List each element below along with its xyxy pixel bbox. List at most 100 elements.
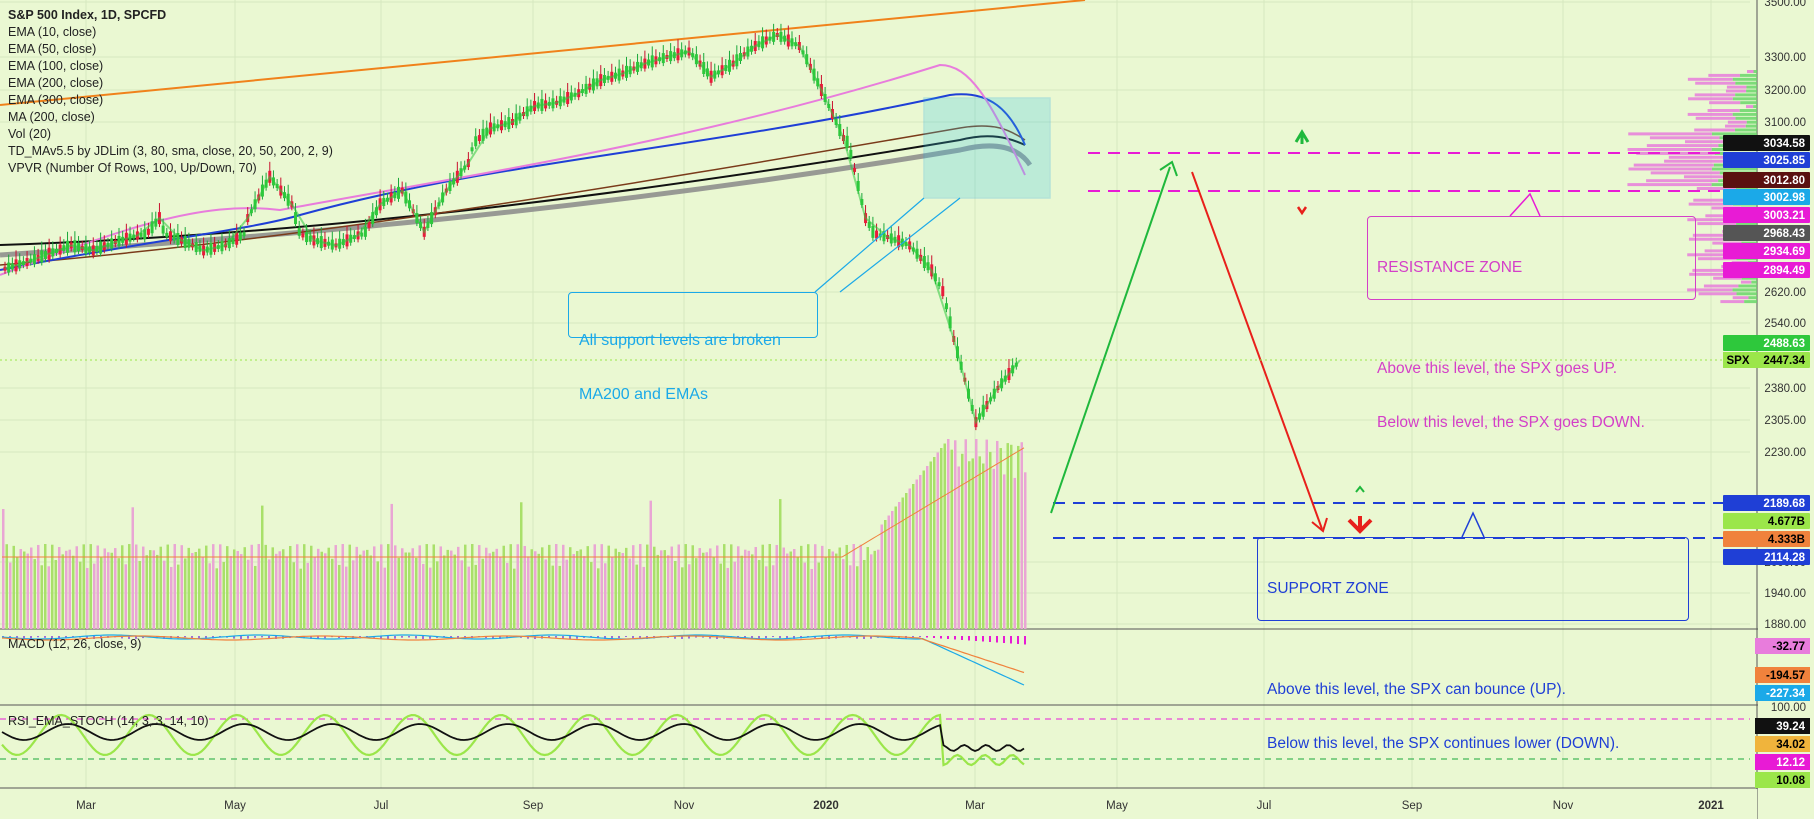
volume-bar xyxy=(558,565,561,629)
vpvr-bar-down xyxy=(1668,155,1727,159)
candle-body xyxy=(856,180,860,191)
vpvr-bar-down xyxy=(1627,183,1712,187)
price-label-text: 3002.98 xyxy=(1763,192,1805,204)
legend-ema100[interactable]: EMA (100, close) xyxy=(8,59,104,73)
candle-body xyxy=(297,227,301,236)
candle-body xyxy=(374,207,378,216)
candle-body xyxy=(294,212,298,225)
vpvr-bar-down xyxy=(1745,105,1754,109)
legend-vpvr[interactable]: VPVR (Number Of Rows, 100, Up/Down, 70) xyxy=(8,161,257,175)
price-label-box xyxy=(1723,152,1810,168)
volume-bar xyxy=(961,453,964,629)
volume-bar xyxy=(971,458,974,629)
volume-bar xyxy=(369,555,372,629)
volume-bar xyxy=(698,548,701,629)
volume-bar xyxy=(40,565,43,629)
volume-bar xyxy=(208,563,211,629)
support-broken-note[interactable]: All support levels are broken MA200 and … xyxy=(568,292,818,403)
volume-bar xyxy=(590,561,593,629)
support-zone-note[interactable]: SUPPORT ZONE Above this level, the SPX c… xyxy=(1257,537,1689,752)
volume-bar xyxy=(772,565,775,629)
vpvr-bar-up xyxy=(1735,81,1757,85)
volume-bar xyxy=(481,558,484,629)
volume-bar xyxy=(863,560,866,629)
candle-body xyxy=(933,273,937,282)
volume-bar xyxy=(135,544,138,629)
volume-bar xyxy=(201,557,204,629)
legend-vol[interactable]: Vol (20) xyxy=(8,127,52,141)
candle-body xyxy=(242,232,246,237)
volume-bar xyxy=(814,544,817,629)
macd-histogram-bar xyxy=(135,636,137,639)
volume-bar xyxy=(639,544,642,629)
vpvr-bar-down xyxy=(1646,144,1719,148)
volume-bar xyxy=(555,544,558,629)
time-tick-label: Sep xyxy=(1402,800,1422,812)
legend-ema10[interactable]: EMA (10, close) xyxy=(8,25,97,39)
callout-line xyxy=(814,197,925,293)
volume-bar xyxy=(989,451,992,629)
volume-bar xyxy=(786,553,789,629)
volume-bar xyxy=(82,544,85,629)
volume-bar xyxy=(593,544,596,629)
volume-bar xyxy=(107,552,110,629)
volume-bar xyxy=(523,545,526,629)
volume-bar xyxy=(999,448,1002,629)
legend-ma200[interactable]: MA (200, close) xyxy=(8,110,95,124)
volume-bar xyxy=(464,544,467,629)
volume-bar xyxy=(870,554,873,629)
volume-bar xyxy=(821,545,824,629)
legend-ema50[interactable]: EMA (50, close) xyxy=(8,42,97,56)
volume-bar xyxy=(849,565,852,629)
volume-bar xyxy=(306,562,309,629)
rsi-label[interactable]: RSI_EMA_STOCH (14, 3, 3, 14, 10) xyxy=(8,714,209,728)
volume-bar xyxy=(618,551,621,629)
vpvr-bar-down xyxy=(1687,77,1733,81)
resistance-zone-note[interactable]: RESISTANCE ZONE Above this level, the SP… xyxy=(1367,216,1696,431)
macd-histogram-bar xyxy=(205,636,207,639)
volume-bar xyxy=(61,554,64,629)
volume-bar xyxy=(362,550,365,629)
volume-bar xyxy=(492,551,495,629)
volume-bar xyxy=(663,550,666,629)
volume-bar xyxy=(222,561,225,629)
volume-bar xyxy=(954,440,957,629)
macd-histogram-bar xyxy=(9,636,11,639)
legend-td-ma[interactable]: TD_MAv5.5 by JDLim (3, 80, sma, close, 2… xyxy=(8,144,333,158)
legend-ema200[interactable]: EMA (200, close) xyxy=(8,76,104,90)
legend-ema300[interactable]: EMA (300, close) xyxy=(8,93,104,107)
volume-bar xyxy=(583,556,586,629)
volume-bar xyxy=(58,547,61,629)
volume-bar xyxy=(565,559,568,629)
volume-bar xyxy=(352,560,355,629)
price-label-text: 2894.49 xyxy=(1763,265,1805,277)
volume-bar xyxy=(541,547,544,629)
price-label-text: 3012.80 xyxy=(1763,175,1805,187)
macd-histogram-bar xyxy=(898,636,900,639)
macd-histogram-bar xyxy=(681,636,683,639)
vpvr-bar-down xyxy=(1708,73,1740,77)
volume-bar xyxy=(940,448,943,629)
volume-bar xyxy=(968,461,971,629)
macd-histogram-bar xyxy=(569,636,571,639)
volume-bar xyxy=(915,479,918,629)
vpvr-bar-up xyxy=(1744,300,1757,304)
volume-bar xyxy=(16,556,19,629)
volume-bar xyxy=(418,545,421,629)
volume-bar xyxy=(9,562,12,629)
macd-label[interactable]: MACD (12, 26, close, 9) xyxy=(8,637,142,651)
candle-body xyxy=(154,218,158,227)
volume-bar xyxy=(292,562,295,629)
candle-body xyxy=(485,127,489,136)
vpvr-bar-up xyxy=(1732,288,1757,292)
arrow-up-green xyxy=(1294,129,1310,144)
macd-histogram-bar xyxy=(415,636,417,639)
candle-body xyxy=(371,212,375,225)
broken-support-box xyxy=(923,97,1051,199)
candle-body xyxy=(238,232,242,241)
macd-histogram-bar xyxy=(121,636,123,639)
price-label-box xyxy=(1723,135,1810,151)
volume-bar xyxy=(261,505,264,629)
price-label-text: 2488.63 xyxy=(1763,338,1805,350)
